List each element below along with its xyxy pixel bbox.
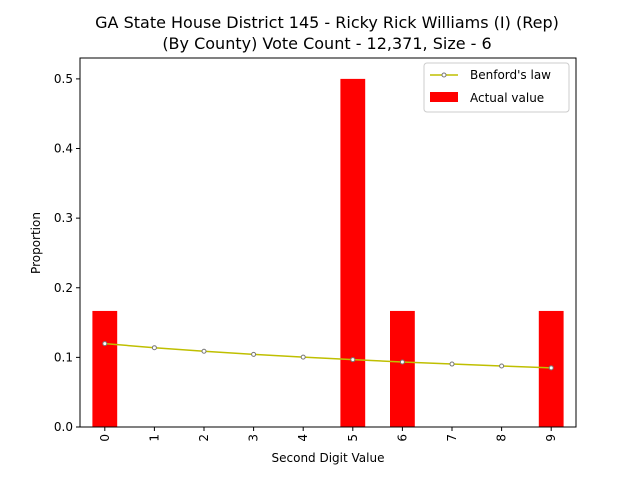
y-tick-label: 0.5 <box>54 72 73 86</box>
axes-frame <box>79 57 577 428</box>
chart-title-line2: (By County) Vote Count - 12,371, Size - … <box>162 34 491 53</box>
benford-point-2 <box>201 348 207 354</box>
x-tick-label-0: 0 <box>98 434 112 442</box>
x-axis: 0 1 2 3 4 5 6 7 8 9 <box>98 427 558 442</box>
benford-point-4 <box>300 354 306 360</box>
legend-entry-benford: Benford's law <box>470 68 551 82</box>
benford-line-series <box>102 341 554 371</box>
x-axis-label: Second Digit Value <box>272 451 385 465</box>
x-tick-label-5: 5 <box>346 434 360 442</box>
y-tick-label: 0.0 <box>54 420 73 434</box>
x-tick-label-3: 3 <box>247 434 261 442</box>
x-tick-label-9: 9 <box>544 434 558 442</box>
benford-point-7 <box>449 361 455 367</box>
benford-point-3 <box>251 351 257 357</box>
y-tick-label: 0.3 <box>54 211 73 225</box>
legend-bar-swatch <box>430 92 458 102</box>
y-tick-label: 0.4 <box>54 142 73 156</box>
x-tick-label-8: 8 <box>495 434 509 442</box>
x-tick-label-7: 7 <box>445 434 459 442</box>
bar-series <box>92 78 564 428</box>
benford-point-6 <box>399 359 405 365</box>
x-tick-label-4: 4 <box>296 434 310 442</box>
benford-point-1 <box>151 345 157 351</box>
y-axis: 0.0 0.1 0.2 0.3 0.4 0.5 <box>54 72 80 434</box>
legend-box <box>423 62 570 113</box>
x-tick-label-2: 2 <box>197 434 211 442</box>
y-tick-label: 0.2 <box>54 281 73 295</box>
benford-line <box>104 342 552 369</box>
y-axis-label: Proportion <box>29 212 43 274</box>
benford-point-5 <box>350 357 356 363</box>
benford-point-0 <box>102 341 108 347</box>
bar-0 <box>92 310 118 427</box>
chart-title-line1: GA State House District 145 - Ricky Rick… <box>95 13 559 32</box>
y-tick-label: 0.1 <box>54 350 73 364</box>
legend-entry-actual: Actual value <box>470 91 544 105</box>
benford-point-9 <box>548 365 554 371</box>
legend-marker-swatch <box>441 72 447 78</box>
benford-point-8 <box>499 363 505 369</box>
x-tick-label-6: 6 <box>395 434 409 442</box>
bar-5 <box>340 78 366 428</box>
x-tick-label-1: 1 <box>147 434 161 442</box>
legend: Benford's law Actual value <box>423 62 570 113</box>
bar-6 <box>390 310 415 427</box>
